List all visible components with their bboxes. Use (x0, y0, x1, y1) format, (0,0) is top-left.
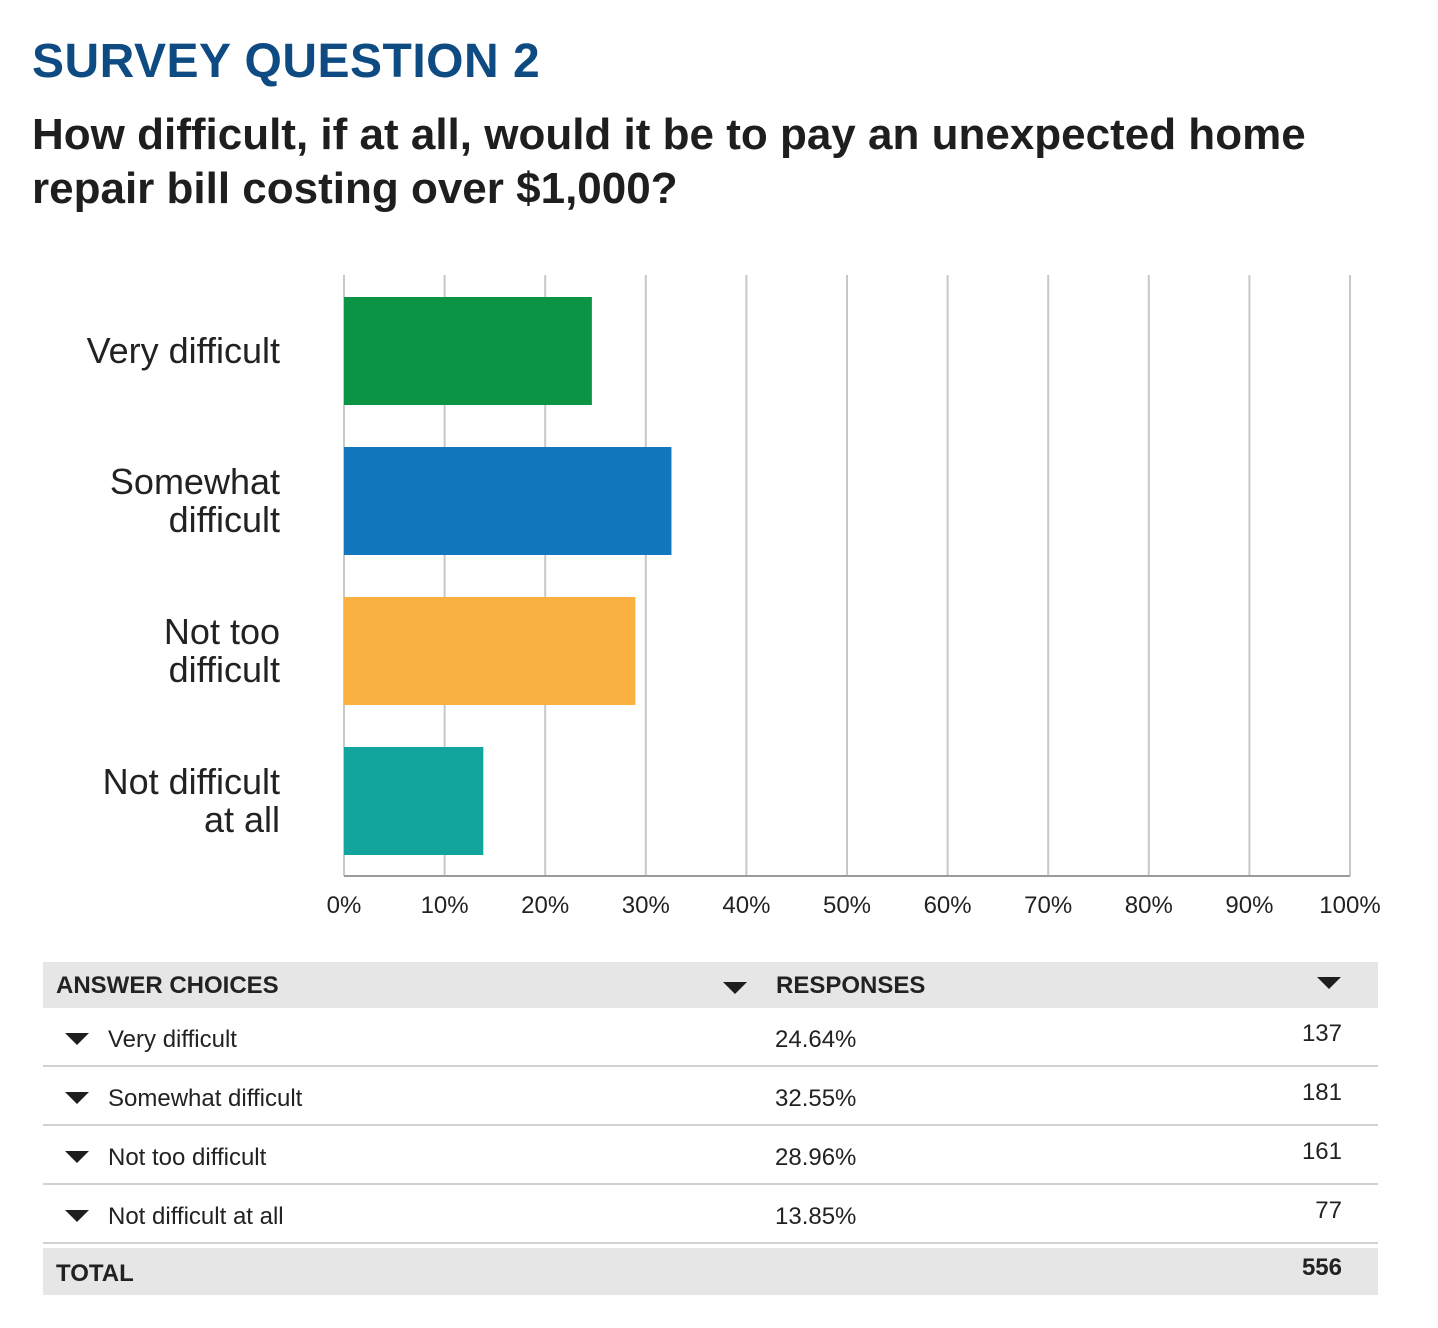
x-tick-label: 50% (823, 892, 871, 919)
expand-down-icon[interactable] (65, 1033, 89, 1045)
sort-down-icon[interactable] (723, 982, 747, 994)
survey-kicker: SURVEY QUESTION 2 (32, 35, 541, 88)
table-header-row: ANSWER CHOICES RESPONSES (43, 962, 1378, 1008)
answer-choice: Not too difficult (108, 1144, 267, 1171)
response-percent: 28.96% (775, 1144, 857, 1171)
response-percent: 32.55% (775, 1085, 857, 1112)
x-tick-label: 10% (421, 892, 469, 919)
x-tick-label: 100% (1319, 892, 1380, 919)
table-row: Somewhat difficult 32.55% 181 (43, 1067, 1378, 1126)
table-total-row: TOTAL 556 (43, 1248, 1378, 1295)
response-count: 77 (1315, 1197, 1342, 1224)
total-count: 556 (1301, 1254, 1342, 1281)
x-tick-label: 40% (722, 892, 770, 919)
category-label: Not difficult at all (103, 761, 280, 840)
answer-choice: Very difficult (108, 1026, 237, 1053)
bar (344, 597, 636, 705)
response-count: 181 (1301, 1079, 1342, 1106)
answer-choice: Not difficult at all (108, 1203, 284, 1230)
answer-choice: Somewhat difficult (108, 1085, 303, 1112)
x-tick-label: 30% (622, 892, 670, 919)
answer-choices-header: ANSWER CHOICES (56, 972, 279, 999)
chart-bars (344, 297, 672, 855)
sort-down-icon[interactable] (1317, 977, 1341, 989)
total-label: TOTAL (56, 1260, 134, 1287)
response-count: 161 (1301, 1138, 1342, 1165)
category-label: Somewhat difficult (110, 461, 280, 540)
category-label: Not too difficult (164, 611, 280, 690)
bar (344, 447, 672, 555)
response-percent: 13.85% (775, 1203, 857, 1230)
x-tick-label: 20% (521, 892, 569, 919)
expand-down-icon[interactable] (65, 1151, 89, 1163)
table-row: Not difficult at all 13.85% 77 (43, 1185, 1378, 1244)
x-tick-label: 60% (924, 892, 972, 919)
x-tick-label: 80% (1125, 892, 1173, 919)
chart-x-tick-labels: 0% 10% 20% 30% 40% 50% 60% 70% 80% 90% 100% (327, 892, 1381, 919)
x-tick-label: 70% (1024, 892, 1072, 919)
x-tick-label: 90% (1225, 892, 1273, 919)
x-tick-label: 0% (327, 892, 362, 919)
bar-chart: 0% 10% 20% 30% 40% 50% 60% 70% 80% 90% 100% Very d… (87, 275, 1381, 919)
expand-down-icon[interactable] (65, 1092, 89, 1104)
responses-table: ANSWER CHOICES RESPONSES Very difficult 2… (43, 962, 1378, 1295)
bar (344, 747, 484, 855)
survey-question: How difficult, if at all, would it be to… (32, 110, 1306, 213)
responses-header: RESPONSES (776, 972, 926, 999)
response-count: 137 (1301, 1020, 1342, 1047)
bar (344, 297, 592, 405)
expand-down-icon[interactable] (65, 1210, 89, 1222)
table-row: Very difficult 24.64% 137 (43, 1008, 1378, 1067)
table-row: Not too difficult 28.96% 161 (43, 1126, 1378, 1185)
category-label: Very difficult (87, 330, 280, 371)
chart-category-labels: Very difficult Somewhat difficult Not too di… (87, 330, 280, 840)
response-percent: 24.64% (775, 1026, 857, 1053)
